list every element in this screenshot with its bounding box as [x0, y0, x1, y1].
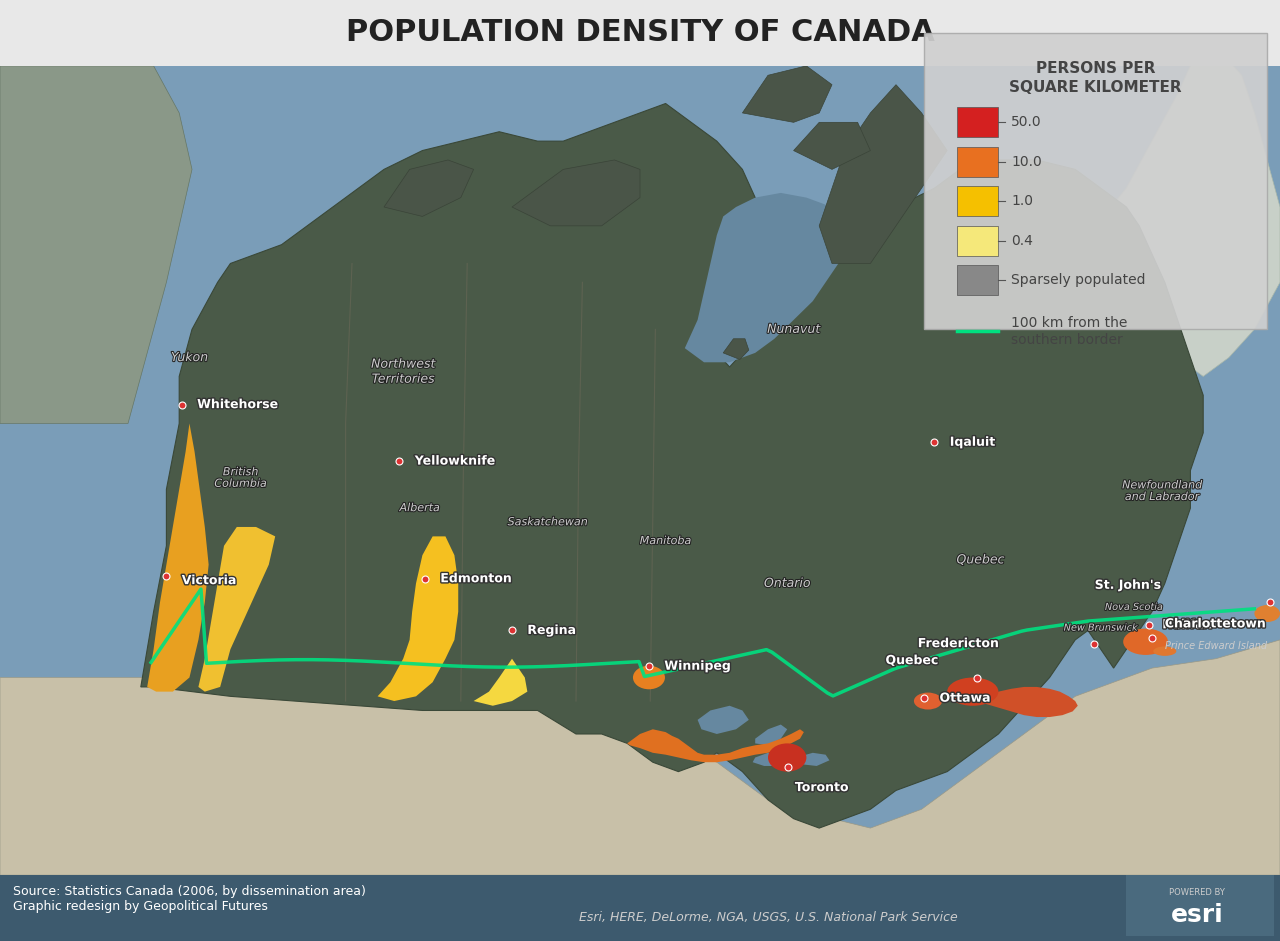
Polygon shape [147, 423, 209, 692]
Text: Quebec: Quebec [886, 654, 938, 667]
Text: Nova Scotia: Nova Scotia [1105, 602, 1164, 612]
Text: New Brunswick: New Brunswick [1064, 623, 1138, 632]
Polygon shape [378, 536, 458, 701]
Polygon shape [1050, 47, 1280, 376]
Ellipse shape [1153, 646, 1176, 656]
Polygon shape [512, 160, 640, 226]
Text: Ontario: Ontario [764, 577, 810, 590]
Bar [957, 186, 998, 216]
Polygon shape [685, 193, 845, 362]
Text: Newfoundland
and Labrador: Newfoundland and Labrador [1123, 481, 1202, 502]
Polygon shape [819, 85, 947, 263]
Bar [1126, 875, 1274, 936]
Polygon shape [384, 160, 474, 216]
Polygon shape [723, 339, 749, 359]
Text: 10.0: 10.0 [1011, 155, 1042, 168]
Bar [0, 66, 1280, 875]
Bar [0, 0, 1280, 66]
Text: Toronto: Toronto [795, 781, 849, 794]
Ellipse shape [947, 678, 998, 706]
Ellipse shape [1124, 629, 1169, 655]
Polygon shape [474, 659, 527, 706]
FancyBboxPatch shape [924, 33, 1267, 329]
Text: esri: esri [1170, 902, 1224, 927]
Text: Fredericton: Fredericton [918, 637, 998, 650]
Polygon shape [141, 104, 1203, 828]
Text: Yellowknife: Yellowknife [415, 455, 494, 468]
Polygon shape [0, 66, 192, 423]
Text: Charlottetown: Charlottetown [1165, 617, 1265, 630]
Text: Edmonton: Edmonton [440, 572, 511, 585]
Text: Winnipeg: Winnipeg [664, 660, 731, 673]
Text: 50.0: 50.0 [1011, 116, 1042, 129]
Text: Source: Statistics Canada (2006, by dissemination area)
Graphic redesign by Geop: Source: Statistics Canada (2006, by diss… [13, 885, 366, 913]
Text: Iqaluit: Iqaluit [950, 436, 995, 449]
Text: Nunavut: Nunavut [767, 323, 820, 336]
Text: 100 km from the
southern border: 100 km from the southern border [1011, 315, 1128, 347]
Bar [957, 147, 998, 177]
Text: Halifax: Halifax [1162, 618, 1211, 631]
Text: Saskatchewan: Saskatchewan [508, 518, 588, 527]
Text: Manitoba: Manitoba [640, 536, 691, 546]
Text: Prince Edward Island: Prince Edward Island [1165, 641, 1267, 650]
Polygon shape [742, 66, 832, 122]
Polygon shape [973, 687, 1078, 717]
Text: 1.0: 1.0 [1011, 195, 1033, 208]
Bar [957, 226, 998, 256]
Ellipse shape [768, 743, 806, 772]
Bar [957, 107, 998, 137]
Bar [957, 265, 998, 295]
Polygon shape [698, 706, 749, 734]
Text: Whitehorse: Whitehorse [197, 398, 278, 411]
Text: POWERED BY: POWERED BY [1169, 887, 1225, 897]
Text: St. John's: St. John's [1094, 579, 1161, 592]
Text: British
Columbia: British Columbia [214, 468, 268, 488]
Polygon shape [627, 729, 804, 762]
Text: PERSONS PER
SQUARE KILOMETER: PERSONS PER SQUARE KILOMETER [1010, 61, 1181, 95]
Polygon shape [753, 753, 794, 766]
Text: 0.4: 0.4 [1011, 234, 1033, 247]
Text: Sparsely populated: Sparsely populated [1011, 274, 1146, 287]
Text: Yukon: Yukon [170, 351, 209, 364]
Polygon shape [791, 753, 829, 766]
Text: Esri, HERE, DeLorme, NGA, USGS, U.S. National Park Service: Esri, HERE, DeLorme, NGA, USGS, U.S. Nat… [579, 911, 957, 924]
Text: Victoria: Victoria [182, 574, 236, 587]
Polygon shape [794, 122, 870, 169]
Text: Ottawa: Ottawa [940, 692, 991, 705]
Polygon shape [198, 527, 275, 692]
Ellipse shape [914, 693, 942, 710]
Ellipse shape [1254, 605, 1280, 622]
Text: Northwest
Territories: Northwest Territories [371, 358, 435, 386]
Ellipse shape [634, 666, 666, 689]
Text: POPULATION DENSITY OF CANADA: POPULATION DENSITY OF CANADA [346, 19, 934, 47]
Bar [0, 875, 1280, 941]
Polygon shape [0, 640, 1280, 875]
Text: Regina: Regina [527, 624, 576, 637]
Text: Alberta: Alberta [399, 503, 440, 513]
Polygon shape [755, 725, 787, 745]
Text: Quebec: Quebec [956, 553, 1005, 566]
